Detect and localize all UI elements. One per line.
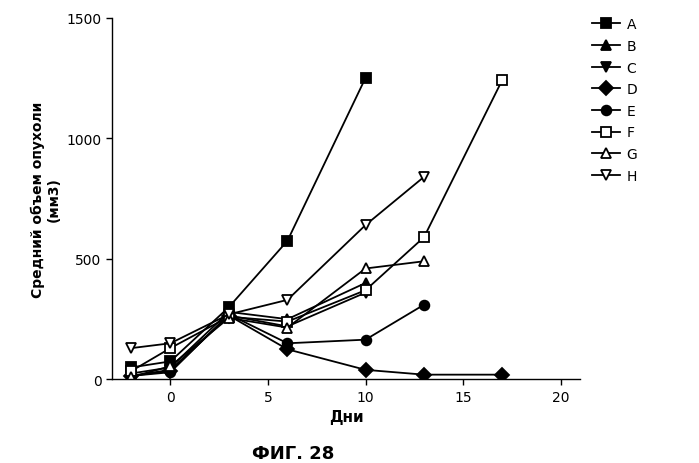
- Line: B: B: [127, 279, 370, 378]
- H: [361, 223, 370, 228]
- G: [361, 266, 370, 272]
- B: [166, 365, 175, 370]
- C: [224, 313, 233, 319]
- E: [361, 337, 370, 343]
- H: [166, 341, 175, 346]
- A: [166, 359, 175, 364]
- E: [166, 369, 175, 375]
- F: [283, 319, 291, 325]
- C: [361, 290, 370, 296]
- A: [224, 305, 233, 310]
- E: [420, 302, 428, 308]
- Line: A: A: [127, 74, 370, 372]
- D: [283, 347, 291, 352]
- D: [498, 372, 506, 378]
- B: [283, 317, 291, 322]
- G: [127, 375, 136, 380]
- F: [498, 78, 506, 84]
- F: [420, 235, 428, 240]
- C: [283, 324, 291, 330]
- Line: F: F: [127, 76, 507, 376]
- Line: C: C: [127, 288, 370, 381]
- E: [127, 373, 136, 379]
- Y-axis label: Средний объем опухоли
(мм3): Средний объем опухоли (мм3): [30, 101, 61, 297]
- E: [283, 341, 291, 346]
- D: [224, 313, 233, 319]
- F: [127, 369, 136, 374]
- D: [166, 369, 175, 374]
- Line: E: E: [127, 300, 429, 381]
- A: [127, 365, 136, 370]
- C: [166, 367, 175, 373]
- D: [127, 373, 136, 379]
- G: [224, 315, 233, 321]
- B: [361, 281, 370, 286]
- G: [166, 363, 175, 369]
- G: [283, 325, 291, 331]
- Line: H: H: [127, 173, 429, 353]
- F: [361, 288, 370, 294]
- Text: ФИГ. 28: ФИГ. 28: [252, 444, 335, 463]
- A: [283, 238, 291, 244]
- X-axis label: Дни: Дни: [329, 410, 363, 425]
- H: [127, 345, 136, 351]
- E: [224, 312, 233, 318]
- H: [420, 175, 428, 180]
- D: [420, 372, 428, 378]
- D: [361, 367, 370, 373]
- H: [224, 312, 233, 318]
- Line: G: G: [127, 257, 429, 382]
- B: [224, 309, 233, 315]
- B: [127, 371, 136, 376]
- C: [127, 373, 136, 379]
- H: [283, 297, 291, 303]
- A: [361, 76, 370, 81]
- G: [420, 259, 428, 264]
- Legend: A, B, C, D, E, F, G, H: A, B, C, D, E, F, G, H: [592, 18, 637, 183]
- F: [166, 345, 175, 351]
- F: [224, 314, 233, 320]
- Line: D: D: [127, 311, 507, 381]
